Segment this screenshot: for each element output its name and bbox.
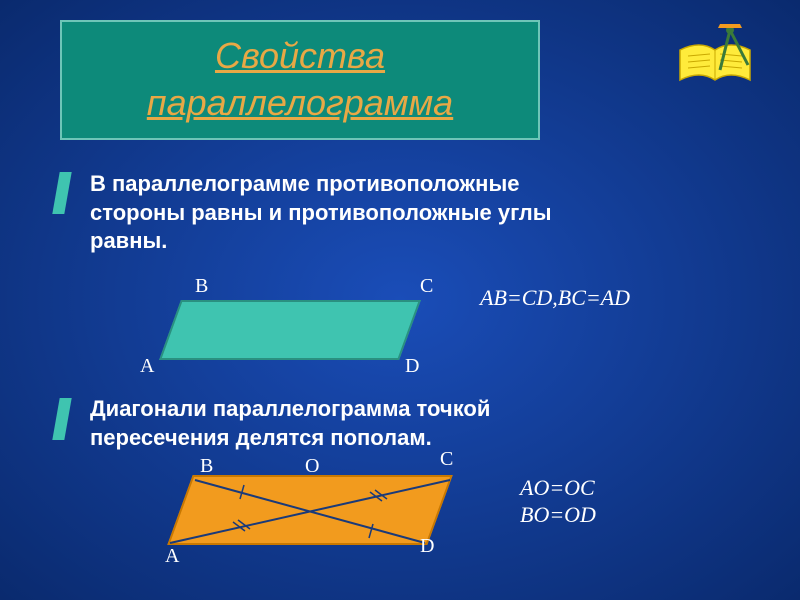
- vertex-O: O: [305, 455, 319, 478]
- book-compass-icon: [670, 20, 760, 100]
- vertex-B: B: [195, 275, 208, 298]
- vertex-C2: C: [440, 448, 453, 471]
- vertex-A: A: [140, 355, 154, 378]
- property-2-text: Диагонали параллелограмма точкой пересеч…: [90, 395, 630, 452]
- title-box: Свойства параллелограмма: [60, 20, 540, 140]
- bullet-icon: [52, 398, 71, 440]
- vertex-B2: B: [200, 455, 213, 478]
- vertex-D2: D: [420, 535, 434, 558]
- property-1-text: В параллелограмме противоположные сторон…: [90, 170, 610, 256]
- bullet-icon: [52, 172, 71, 214]
- title-text: Свойства параллелограмма: [62, 33, 538, 127]
- parallelogram-1: [159, 300, 421, 360]
- formula-2a: AO=OC: [520, 475, 595, 501]
- vertex-D: D: [405, 355, 419, 378]
- vertex-A2: A: [165, 545, 179, 568]
- formula-2b: BO=OD: [520, 502, 596, 528]
- vertex-C: C: [420, 275, 433, 298]
- formula-1: AB=CD,BC=AD: [480, 285, 630, 311]
- parallelogram-2: [167, 475, 452, 545]
